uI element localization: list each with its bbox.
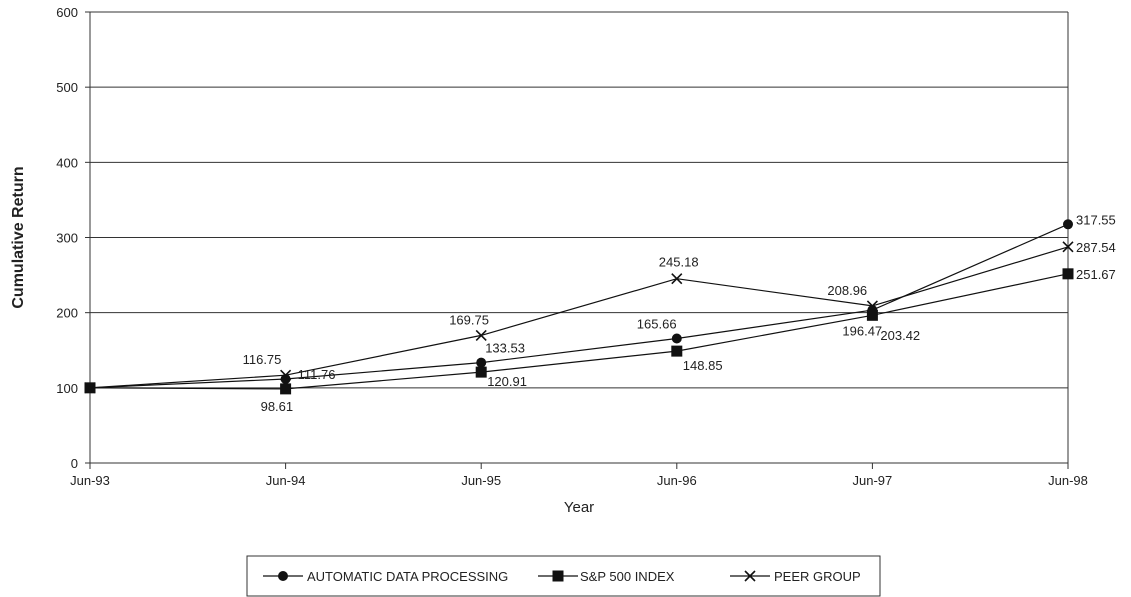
series-line <box>89 223 1069 389</box>
x-tick-label: Jun-98 <box>1048 473 1088 488</box>
data-point <box>1062 268 1074 280</box>
y-tick-label: 600 <box>56 5 78 20</box>
data-point <box>84 382 96 394</box>
series-peer-group <box>84 241 1074 394</box>
data-labels: 111.76 133.53 165.66 203.42 317.55 98.61 120.9… <box>243 212 1116 414</box>
data-point <box>671 333 682 344</box>
data-point <box>280 373 291 384</box>
legend-label: PEER GROUP <box>774 569 861 584</box>
data-label: 203.42 <box>880 328 920 343</box>
y-tick-label: 200 <box>56 306 78 321</box>
data-label: 148.85 <box>683 358 723 373</box>
x-tick-label: Jun-95 <box>461 473 501 488</box>
legend-label: S&P 500 INDEX <box>580 569 675 584</box>
data-point <box>671 345 683 357</box>
series-line <box>89 246 1069 389</box>
data-label: 98.61 <box>261 399 294 414</box>
x-tick-label: Jun-93 <box>70 473 110 488</box>
legend-item: PEER GROUP <box>730 569 861 584</box>
legend-marker <box>744 570 756 582</box>
data-label: 169.75 <box>449 312 489 327</box>
data-point <box>671 273 683 285</box>
data-point <box>475 366 487 378</box>
series-line <box>89 273 1069 390</box>
data-point <box>866 300 878 312</box>
x-tick-label: Jun-97 <box>853 473 893 488</box>
data-label: 251.67 <box>1076 267 1116 282</box>
data-label: 116.75 <box>243 352 282 367</box>
data-point <box>280 369 292 381</box>
legend: AUTOMATIC DATA PROCESSING S&P 500 INDEX PE… <box>246 555 881 597</box>
y-tick-label: 100 <box>56 381 78 396</box>
axes <box>85 11 1069 469</box>
data-point <box>280 383 292 395</box>
data-label: 317.55 <box>1076 212 1116 227</box>
gridlines <box>90 11 1068 389</box>
data-label: 120.91 <box>487 374 527 389</box>
y-tick-labels: 0 100 200 300 400 500 600 <box>56 5 78 471</box>
data-label: 111.76 <box>298 367 336 382</box>
legend-marker <box>278 571 288 581</box>
data-label: 133.53 <box>485 341 525 356</box>
y-tick-label: 0 <box>71 456 78 471</box>
data-label: 196.47 <box>842 323 882 338</box>
x-axis-title: Year <box>564 499 594 516</box>
legend-item: AUTOMATIC DATA PROCESSING <box>263 569 508 584</box>
data-point <box>866 309 878 321</box>
data-label: 165.66 <box>637 316 677 331</box>
data-point <box>476 357 487 368</box>
data-point <box>1062 241 1074 253</box>
x-tick-labels: Jun-93 Jun-94 Jun-95 Jun-96 Jun-97 Jun-98 <box>70 473 1088 488</box>
x-tick-label: Jun-94 <box>266 473 306 488</box>
series-adp <box>85 219 1073 393</box>
legend-marker <box>552 570 564 582</box>
data-point <box>475 329 487 341</box>
y-tick-label: 500 <box>56 80 78 95</box>
y-tick-label: 400 <box>56 155 78 170</box>
data-label: 287.54 <box>1076 240 1116 255</box>
series-lines <box>84 219 1074 395</box>
y-axis-title: Cumulative Return <box>10 166 27 308</box>
x-tick-label: Jun-96 <box>657 473 697 488</box>
data-label: 245.18 <box>659 255 699 270</box>
y-tick-label: 300 <box>56 231 78 246</box>
legend-label: AUTOMATIC DATA PROCESSING <box>307 569 508 584</box>
data-point <box>1063 219 1073 230</box>
data-label: 208.96 <box>827 283 867 298</box>
legend-item: S&P 500 INDEX <box>538 569 675 584</box>
